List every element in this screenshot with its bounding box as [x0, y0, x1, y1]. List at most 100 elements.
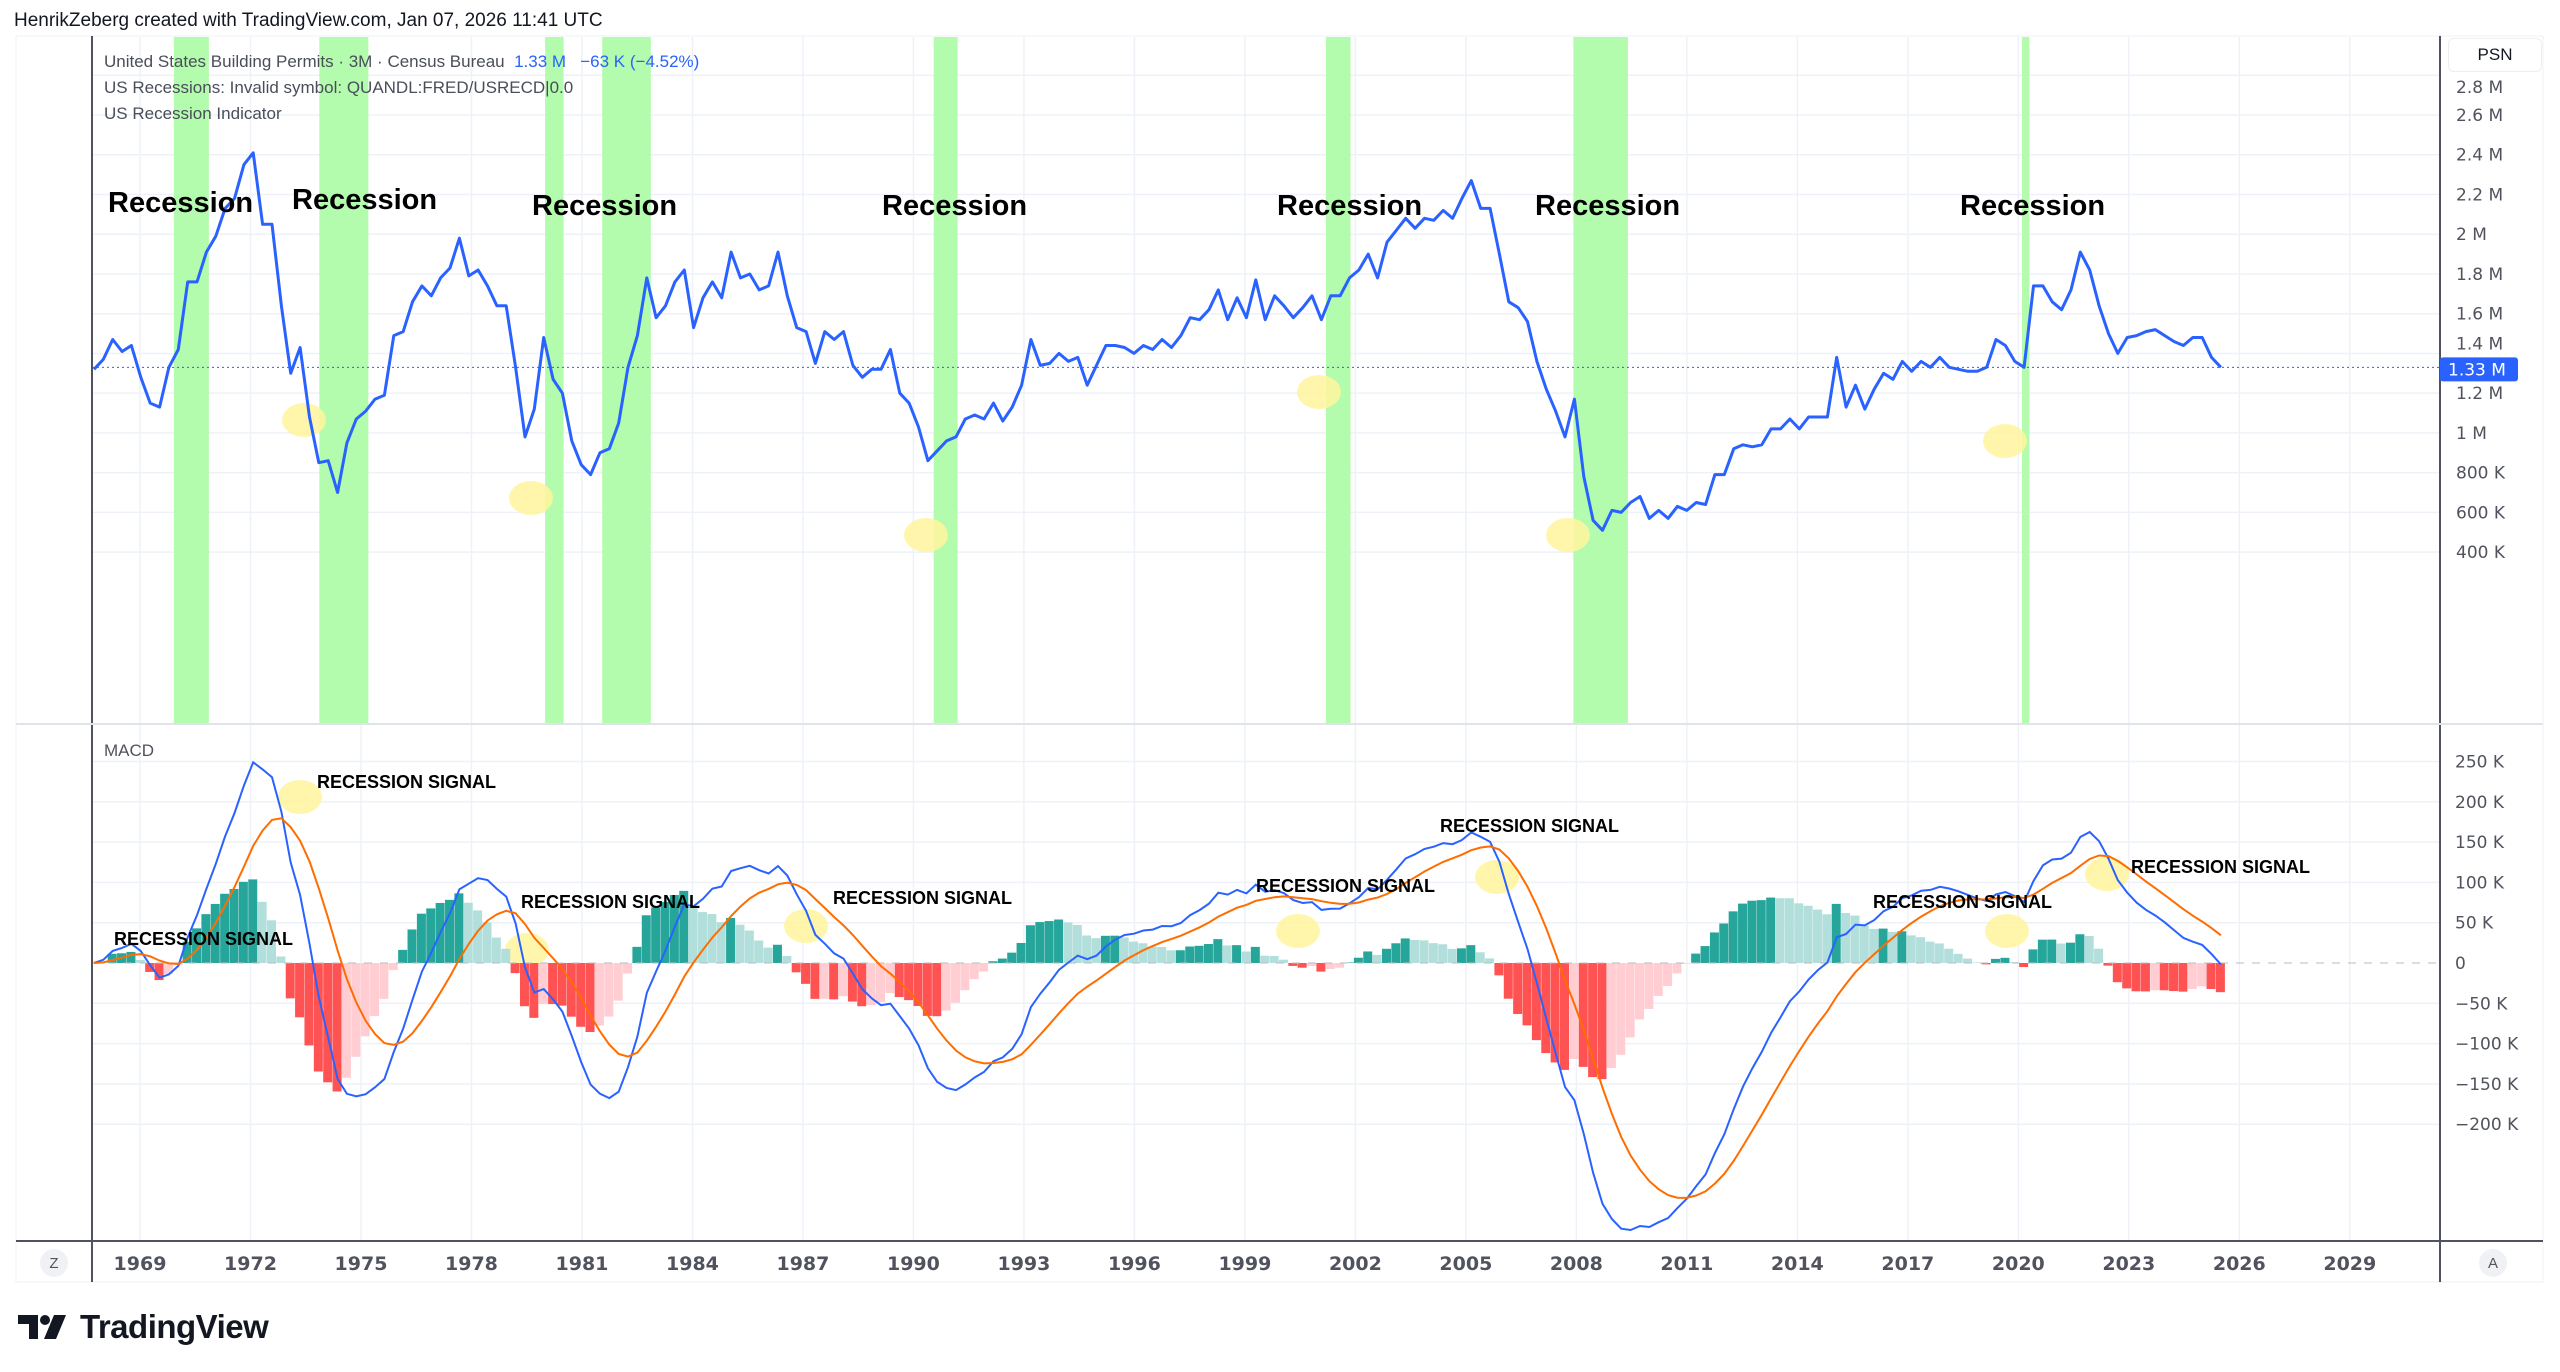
histogram-bar: [1738, 903, 1748, 963]
histogram-bar: [370, 963, 380, 1017]
histogram-bar: [1916, 937, 1926, 963]
x-tick-label: 1969: [114, 1253, 167, 1275]
z-button[interactable]: Z: [40, 1249, 68, 1277]
histogram-bar: [604, 963, 614, 1017]
histogram-bar: [510, 963, 520, 974]
histogram-bar: [763, 947, 773, 963]
histogram-bar: [1887, 931, 1897, 963]
macd-tick-label: 50 K: [2455, 914, 2494, 934]
histogram-bar: [1934, 943, 1944, 963]
histogram-bar: [1672, 963, 1682, 974]
histogram-bar: [1232, 945, 1242, 963]
histogram-bar: [735, 924, 745, 963]
last-price-label: 1.33 M: [2448, 360, 2506, 380]
histogram-bar: [2197, 963, 2207, 987]
histogram-bar: [238, 881, 248, 963]
x-tick-label: 2023: [2102, 1253, 2155, 1275]
histogram-bar: [1812, 909, 1822, 963]
recession-band: [2022, 37, 2030, 724]
histogram-bar: [445, 899, 455, 963]
histogram-bar: [1616, 963, 1626, 1055]
x-tick-label: 1987: [776, 1253, 829, 1275]
histogram-bar: [1991, 958, 2001, 963]
tradingview-logo: TradingView: [18, 1308, 269, 1346]
price-tick-label: 600 K: [2456, 503, 2506, 523]
histogram-bar: [1560, 963, 1570, 1070]
histogram-bar: [1709, 932, 1719, 963]
highlight-marker: [1297, 375, 1341, 409]
histogram-bar: [548, 963, 558, 1005]
x-tick-label: 2002: [1329, 1253, 1382, 1275]
histogram-bar: [801, 963, 811, 984]
legend-last-value: 1.33 M: [514, 52, 567, 71]
histogram-bar: [1634, 963, 1644, 1020]
histogram-bar: [1035, 922, 1045, 963]
histogram-bar: [416, 913, 426, 963]
legend-line-3[interactable]: US Recession Indicator: [104, 104, 282, 123]
highlight-marker: [904, 518, 948, 552]
histogram-bar: [1213, 939, 1223, 963]
legend-symbol[interactable]: United States Building Permits · 3M · Ce…: [104, 52, 505, 71]
histogram-bar: [2047, 939, 2057, 963]
x-tick-label: 1984: [666, 1253, 719, 1275]
histogram-bar: [857, 963, 867, 1007]
recession-label: Recession: [532, 190, 677, 222]
histogram-bar: [2187, 963, 2197, 989]
histogram-bar: [1325, 963, 1335, 970]
histogram-bar: [632, 946, 642, 963]
price-tick-label: 1.8 M: [2456, 265, 2503, 285]
histogram-bar: [2150, 963, 2160, 991]
histogram-bar: [220, 893, 230, 963]
recession-signal-label: RECESSION SIGNAL: [114, 929, 293, 949]
histogram-bar: [1316, 963, 1326, 972]
histogram-bar: [1353, 957, 1363, 963]
histogram-bar: [463, 902, 473, 963]
histogram-bar: [1588, 963, 1598, 1078]
macd-histogram: [107, 879, 2225, 1092]
histogram-bar: [473, 910, 483, 963]
histogram-bar: [285, 963, 295, 999]
series-lines: [92, 151, 2440, 1232]
histogram-bar: [323, 963, 333, 1083]
histogram-bar: [519, 963, 529, 1007]
grid: [92, 37, 2440, 1240]
histogram-bar: [838, 963, 848, 997]
histogram-bar: [1185, 946, 1195, 963]
histogram-bar: [135, 959, 145, 963]
histogram-bar: [688, 906, 698, 963]
recession-label: Recession: [1960, 190, 2105, 222]
x-tick-label: 1993: [997, 1253, 1050, 1275]
histogram-bar: [1925, 941, 1935, 963]
histogram-bar: [266, 920, 276, 963]
price-tick-label: 2.4 M: [2456, 146, 2503, 166]
macd-tick-label: −200 K: [2455, 1115, 2519, 1135]
x-tick-label: 2011: [1660, 1253, 1713, 1275]
histogram-bar: [2169, 963, 2179, 992]
histogram-bar: [1663, 963, 1673, 987]
highlight-marker: [1475, 860, 1519, 894]
x-tick-label: 1972: [224, 1253, 277, 1275]
histogram-bar: [1466, 945, 1476, 963]
histogram-bar: [2112, 963, 2122, 983]
histogram-bar: [791, 963, 801, 973]
macd-lines: [93, 760, 2222, 1232]
histogram-bar: [1016, 942, 1026, 963]
recession-label: Recession: [1535, 190, 1680, 222]
psn-button[interactable]: PSN: [2448, 38, 2542, 72]
x-tick-label: 2026: [2213, 1253, 2266, 1275]
histogram-bar: [1391, 943, 1401, 963]
histogram-bar: [810, 963, 820, 999]
histogram-bar: [576, 963, 586, 1027]
legend-line-2[interactable]: US Recessions: Invalid symbol: QUANDL:FR…: [104, 78, 574, 97]
histogram-bar: [726, 917, 736, 963]
histogram-bar: [501, 948, 511, 963]
histogram-bar: [388, 963, 398, 971]
histogram-bar: [341, 963, 351, 1078]
histogram-bar: [2159, 963, 2169, 991]
histogram-bar: [1054, 919, 1064, 963]
histogram-bar: [257, 901, 267, 963]
auto-scale-button[interactable]: A: [2479, 1249, 2507, 1277]
histogram-bar: [1569, 963, 1579, 1060]
histogram-bar: [1897, 931, 1907, 963]
